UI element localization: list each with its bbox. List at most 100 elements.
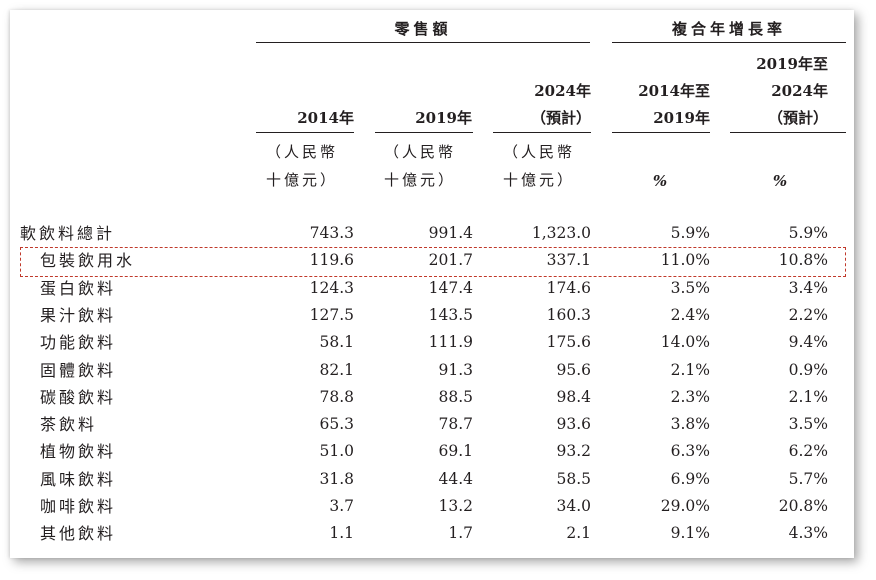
col-head-2024: 2024年 （預計） xyxy=(530,82,591,127)
table-cell: 44.4 xyxy=(438,469,473,488)
col-head-2019: 2019年 xyxy=(415,109,472,127)
table-cell: 10.8% xyxy=(778,251,828,270)
unit-2014: （人民幣 十億元） xyxy=(266,143,339,189)
table-cell: 3.7 xyxy=(329,497,354,515)
table-cell: 9.4% xyxy=(788,333,828,352)
table-cell: 160.3 xyxy=(546,305,591,324)
table-cell: 2.4% xyxy=(670,305,710,324)
table-cell: 5.9% xyxy=(788,224,828,242)
table-cell: 1,323.0 xyxy=(531,224,591,242)
retail-sales-rule xyxy=(256,42,590,43)
table-row: 風味飲料 31.8 44.4 58.5 6.9% 5.7% xyxy=(10,466,854,493)
table-cell: 93.6 xyxy=(556,415,591,434)
table-row: 其他飲料 1.1 1.7 2.1 9.1% 4.3% xyxy=(10,520,854,547)
row-label: 軟飲料總計 xyxy=(20,224,116,243)
table-cell: 2.3% xyxy=(670,387,710,406)
row-label: 風味飲料 xyxy=(40,469,117,489)
table-cell: 93.2 xyxy=(556,442,591,461)
col-head-cagr-2019-2024: 2019年至 2024年 （預計） xyxy=(756,55,828,127)
table-cell: 13.2 xyxy=(438,497,473,515)
row-label: 果汁飲料 xyxy=(40,305,117,325)
table-cell: 2.1% xyxy=(788,387,828,406)
table-cell: 9.1% xyxy=(670,524,710,543)
unit-2024: （人民幣 十億元） xyxy=(503,143,576,189)
table-row: 固體飲料 82.1 91.3 95.6 2.1% 0.9% xyxy=(10,357,854,384)
table-cell: 95.6 xyxy=(556,360,591,379)
table-cell: 1.7 xyxy=(448,524,473,543)
table-cell: 119.6 xyxy=(309,251,354,270)
cagr-rule xyxy=(612,42,846,43)
table-cell: 111.9 xyxy=(428,333,473,352)
unit-cagr2: % xyxy=(772,172,788,190)
table-cell: 3.5% xyxy=(788,415,828,434)
table-cell: 3.8% xyxy=(670,415,710,434)
row-label: 蛋白飲料 xyxy=(40,278,117,298)
row-label: 茶飲料 xyxy=(40,415,98,435)
table-row: 功能飲料 58.1 111.9 175.6 14.0% 9.4% xyxy=(10,329,854,356)
col-rule-2024 xyxy=(493,132,591,133)
table-cell: 147.4 xyxy=(428,278,473,297)
table-cell: 88.5 xyxy=(438,387,473,406)
table-cell: 127.5 xyxy=(309,305,354,324)
table-row: 蛋白飲料 124.3 147.4 174.6 3.5% 3.4% xyxy=(10,275,854,302)
unit-cagr1: % xyxy=(652,172,668,190)
table-row: 咖啡飲料 3.7 13.2 34.0 29.0% 20.8% xyxy=(10,493,854,520)
table-cell: 58.1 xyxy=(319,333,354,352)
table-cell: 6.3% xyxy=(670,442,710,461)
table-row: 果汁飲料 127.5 143.5 160.3 2.4% 2.2% xyxy=(10,302,854,329)
table-cell: 34.0 xyxy=(556,497,591,515)
retail-sales-header: 零售額 xyxy=(394,20,452,38)
col-head-2014: 2014年 xyxy=(297,109,354,127)
table-cell: 0.9% xyxy=(788,360,828,379)
table-cell: 31.8 xyxy=(319,469,354,488)
table-cell: 991.4 xyxy=(428,224,473,242)
cagr-header: 複合年增長率 xyxy=(671,20,786,38)
table-row: 碳酸飲料 78.8 88.5 98.4 2.3% 2.1% xyxy=(10,384,854,411)
table-cell: 69.1 xyxy=(438,442,473,461)
table-cell: 124.3 xyxy=(309,278,354,297)
table-row: 軟飲料總計 743.3 991.4 1,323.0 5.9% 5.9% xyxy=(10,220,854,247)
table-cell: 6.2% xyxy=(788,442,828,461)
table-cell: 91.3 xyxy=(438,360,473,379)
col-head-cagr-2014-2019: 2014年至 2019年 xyxy=(638,82,710,127)
table-cell: 2.2% xyxy=(788,305,828,324)
table-cell: 743.3 xyxy=(309,224,354,242)
table-cell: 51.0 xyxy=(319,442,354,461)
table-cell: 5.7% xyxy=(788,469,828,488)
table-cell: 337.1 xyxy=(546,251,591,270)
table-cell: 78.7 xyxy=(438,415,473,434)
table-cell: 14.0% xyxy=(660,333,710,352)
table-cell: 2.1% xyxy=(670,360,710,379)
table-row: 植物飲料 51.0 69.1 93.2 6.3% 6.2% xyxy=(10,438,854,465)
table-cell: 58.5 xyxy=(556,469,591,488)
table-cell: 3.5% xyxy=(670,278,710,297)
row-label: 其他飲料 xyxy=(40,524,117,544)
col-rule-cagr1 xyxy=(612,132,710,133)
table-cell: 20.8% xyxy=(778,497,828,515)
col-rule-cagr2 xyxy=(730,132,846,133)
table-cell: 3.4% xyxy=(788,278,828,297)
table-cell: 201.7 xyxy=(428,251,473,270)
row-label: 咖啡飲料 xyxy=(40,497,117,516)
table-cell: 174.6 xyxy=(546,278,591,297)
highlight-box xyxy=(20,247,846,277)
table-cell: 11.0% xyxy=(660,251,710,270)
table-row: 包裝飲用水 119.6 201.7 337.1 11.0% 10.8% xyxy=(10,247,854,274)
table-row: 茶飲料 65.3 78.7 93.6 3.8% 3.5% xyxy=(10,411,854,438)
table-cell: 143.5 xyxy=(428,305,473,324)
table-cell: 4.3% xyxy=(788,524,828,543)
row-label: 固體飲料 xyxy=(40,360,117,380)
table-cell: 65.3 xyxy=(319,415,354,434)
table-cell: 98.4 xyxy=(556,387,591,406)
row-label: 碳酸飲料 xyxy=(40,387,117,407)
table-cell: 2.1 xyxy=(566,524,591,543)
unit-2019: （人民幣 十億元） xyxy=(384,143,457,189)
col-rule-2014 xyxy=(256,132,354,133)
row-label: 功能飲料 xyxy=(40,333,117,353)
table-cell: 5.9% xyxy=(670,224,710,242)
col-rule-2019 xyxy=(375,132,473,133)
table-cell: 1.1 xyxy=(329,524,354,543)
table-cell: 78.8 xyxy=(319,387,354,406)
table-cell: 82.1 xyxy=(319,360,354,379)
row-label: 植物飲料 xyxy=(40,442,117,462)
